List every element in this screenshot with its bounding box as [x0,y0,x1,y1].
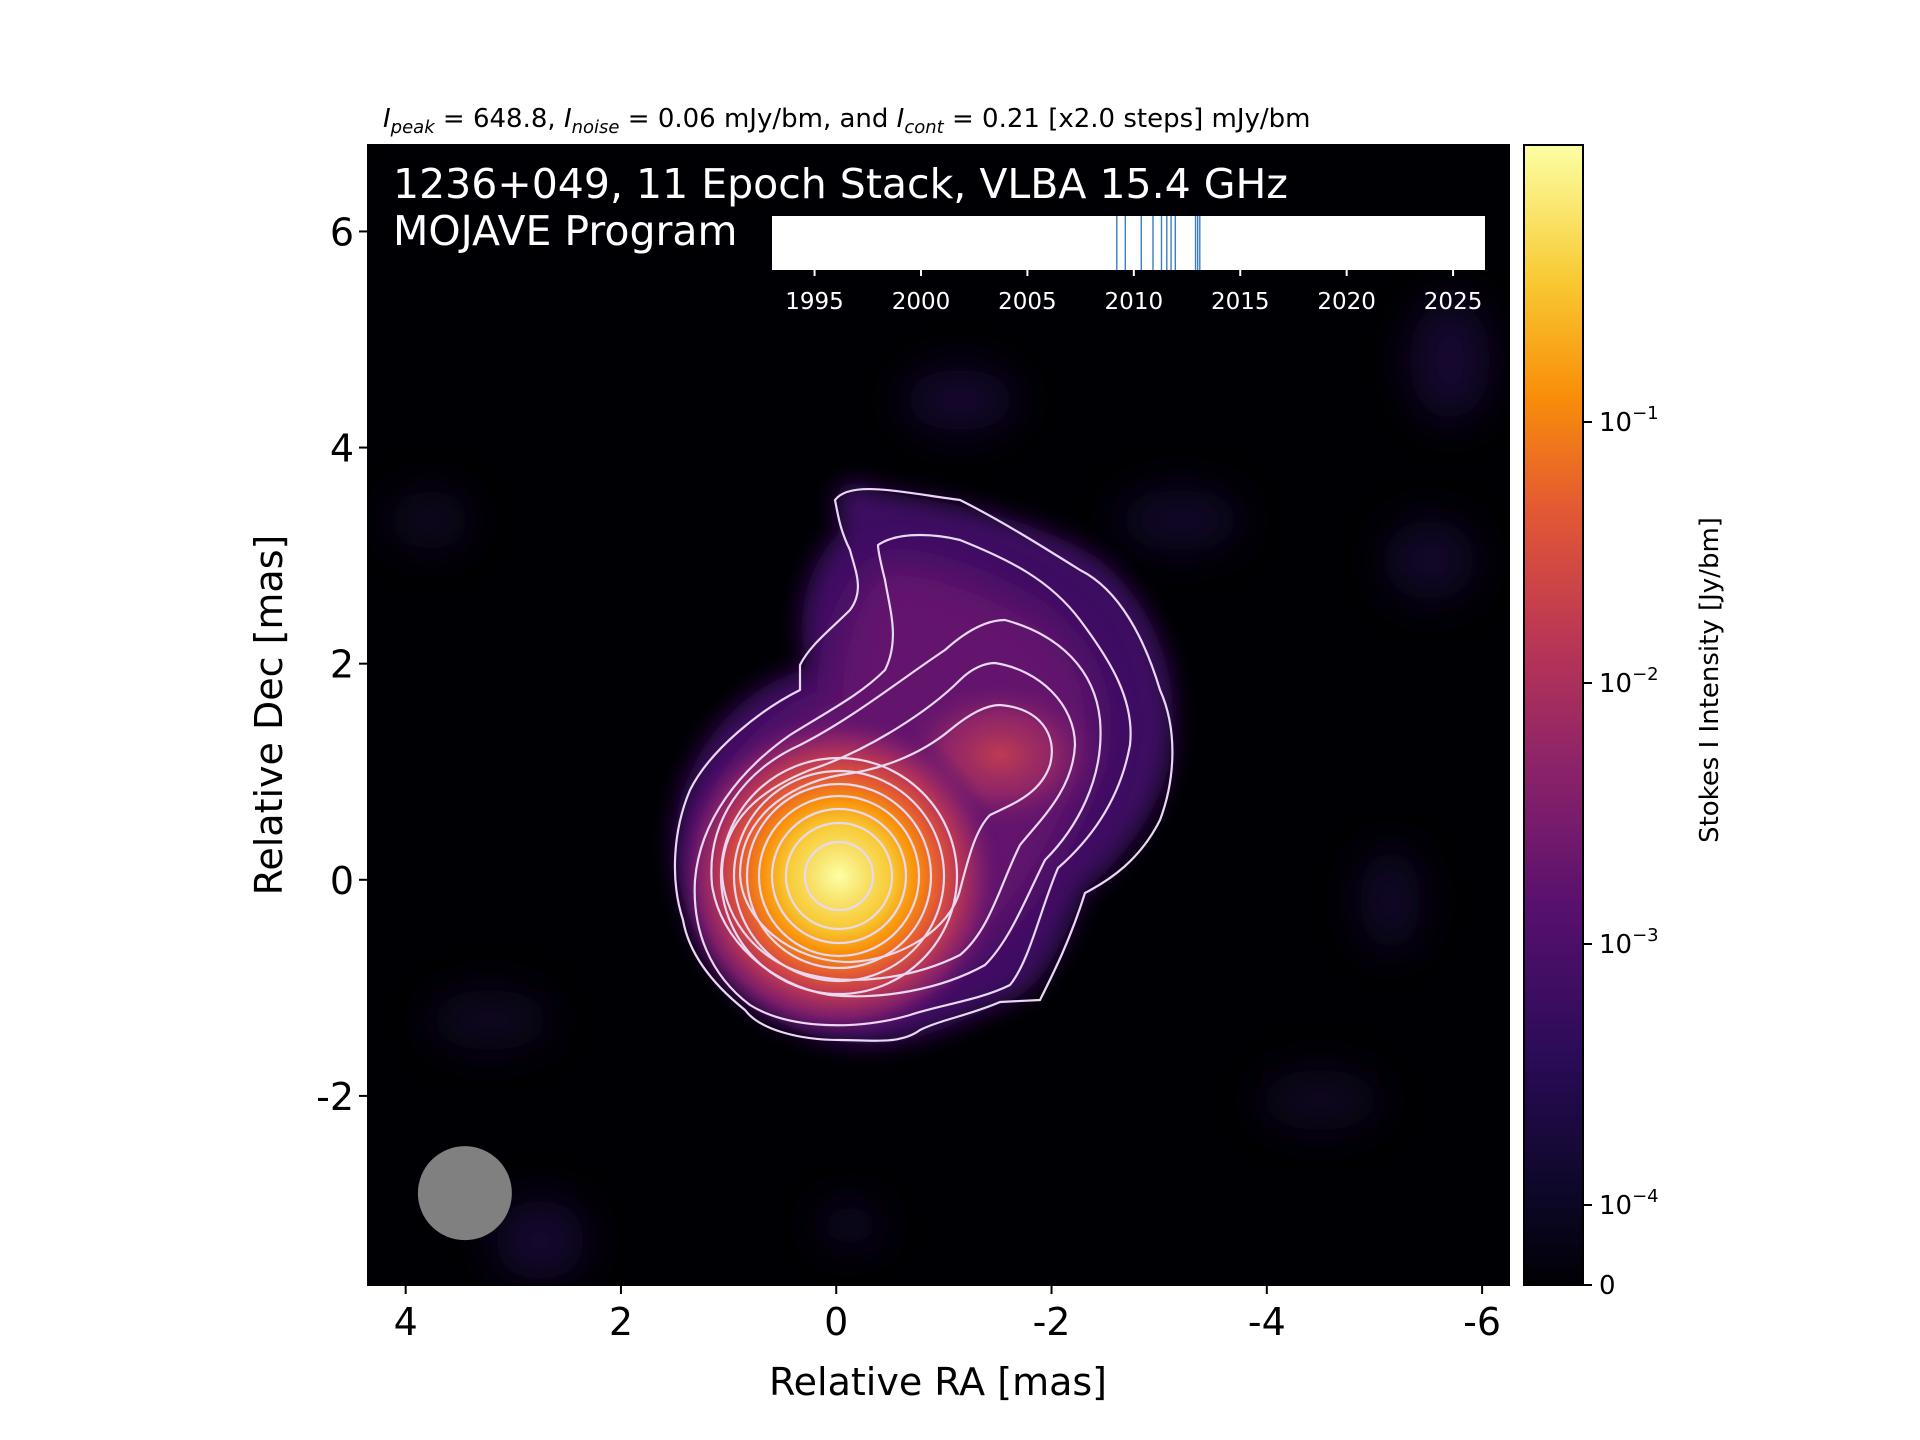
contour-level-6 [719,756,959,996]
timeline-tick-label: 2005 [998,289,1057,315]
subtitle: Ipeak = 648.8, Inoise = 0.06 mJy/bm, and… [383,104,1311,138]
colorbar-frame [1523,144,1584,1286]
colorbar-tick-label: 10−3 [1599,925,1659,960]
timeline-tick-label: 2015 [1211,289,1270,315]
overlay-title: 1236+049, 11 Epoch Stack, VLBA 15.4 GHz [393,160,1288,208]
core-emission [674,711,1004,1041]
contour-level-2 [693,533,1132,1027]
timeline-tick-label: 2025 [1424,289,1483,315]
colorbar-tick-label: 0 [1599,1271,1616,1301]
y-tick-label: 0 [330,859,354,903]
contour-lines [673,487,1174,1042]
contour-level-8 [745,782,933,970]
y-tick-label: 6 [330,210,354,254]
noise-patches [390,300,1490,1280]
colorbar-label: Stokes I Intensity [Jy/bm] [1695,517,1725,843]
epoch-timeline: 1995 2000 2005 2010 2015 2020 2025 [772,216,1485,315]
contour-level-3 [710,618,1102,998]
contour-level-11 [784,821,894,931]
plot-frame [367,144,1510,1286]
contour-level-4 [720,661,1077,981]
timeline-box [772,216,1485,270]
x-tick-label: -4 [1248,1300,1286,1344]
contour-level-7 [732,769,946,983]
x-axis-label: Relative RA [mas] [769,1360,1107,1404]
colorbar-tick-label: 10−1 [1599,403,1659,438]
colorbar-gradient [1524,145,1583,1285]
y-axis-label: Relative Dec [mas] [247,535,291,896]
contour-level-12 [803,840,875,912]
intensity-map [368,145,1509,1285]
overlay-program: MOJAVE Program [393,207,737,255]
timeline-tick-label: 2010 [1105,289,1164,315]
y-tick-label: 4 [330,427,354,471]
contour-level-10 [770,807,908,945]
colorbar-ticks: 0 10−4 10−3 10−2 10−1 [1583,403,1659,1301]
x-tick-label: -6 [1463,1300,1501,1344]
timeline-ticks: 1995 2000 2005 2010 2015 2020 2025 [785,270,1482,315]
restoring-beam [417,1146,512,1241]
contour-level-1 [673,487,1174,1042]
contour-level-9 [757,794,921,958]
y-tick-label: 2 [330,643,354,687]
colorbar-tick-label: 10−2 [1599,664,1659,699]
timeline-tick-label: 2020 [1317,289,1376,315]
x-tick-label: 4 [394,1300,418,1344]
y-axis-ticks: -2 0 2 4 6 [316,210,368,1119]
timeline-epochs [1116,216,1201,270]
timeline-tick-label: 1995 [785,289,844,315]
x-tick-label: 2 [609,1300,633,1344]
x-tick-label: -2 [1033,1300,1071,1344]
colorbar: 0 10−4 10−3 10−2 10−1 Stokes I Intensity [Jy… [1523,144,1725,1301]
y-tick-label: -2 [316,1075,354,1119]
colorbar-tick-label: 10−4 [1599,1186,1659,1221]
x-axis-ticks: 4 2 0 -2 -4 -6 [394,1285,1501,1344]
contour-level-5 [738,703,1053,964]
timeline-tick-label: 2000 [892,289,951,315]
x-tick-label: 0 [824,1300,848,1344]
